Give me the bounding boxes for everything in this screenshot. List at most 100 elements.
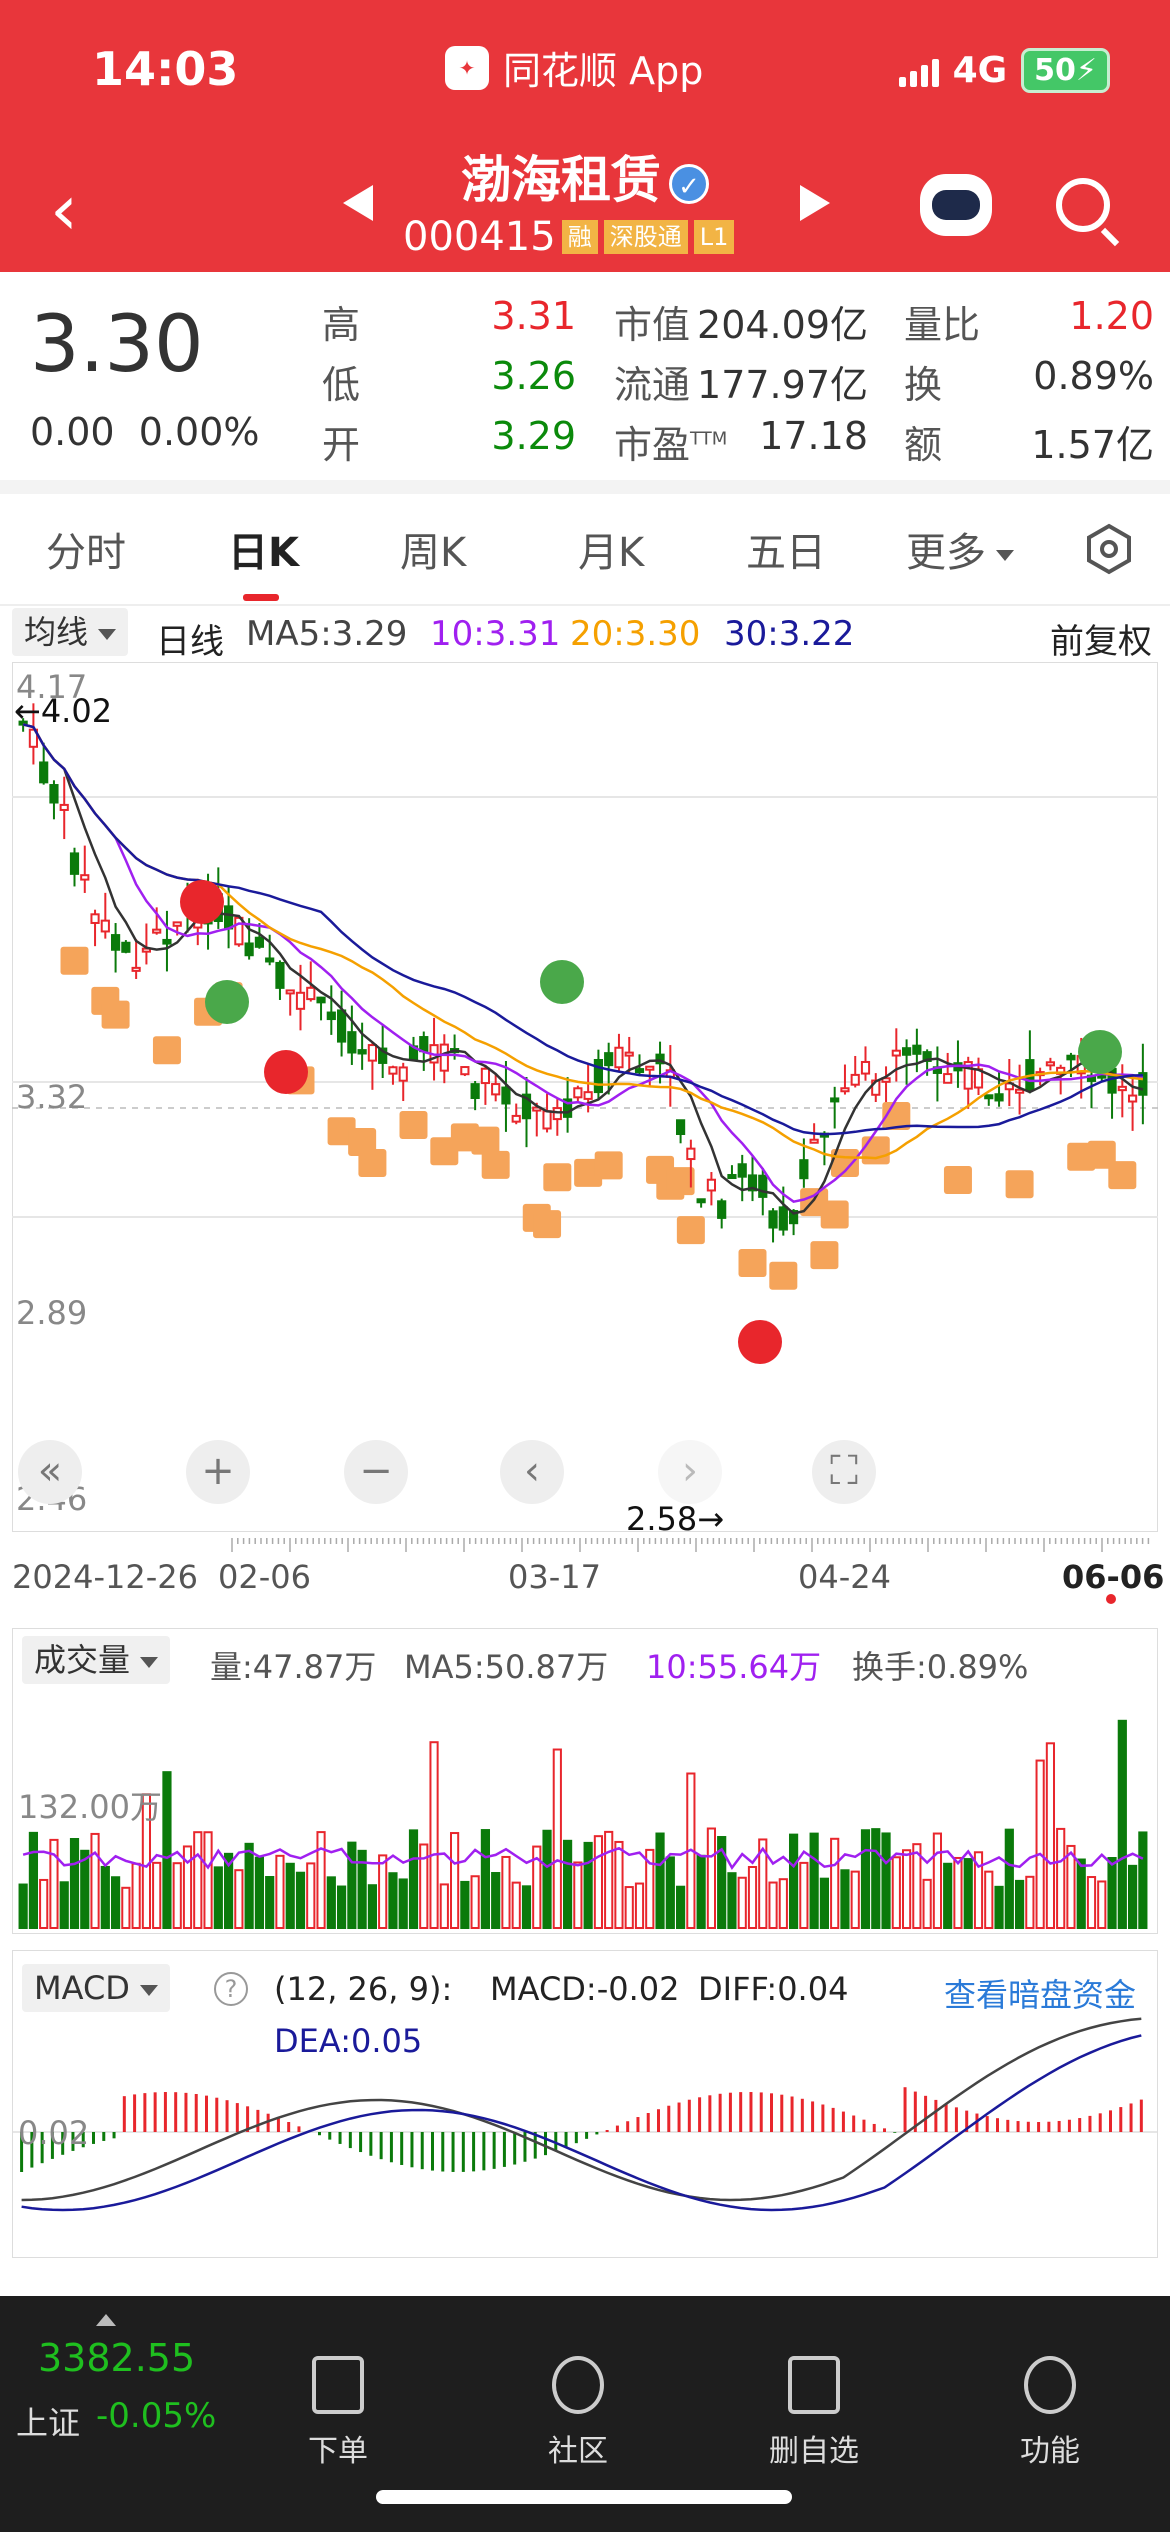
macd-chart-frame — [12, 1950, 1158, 2258]
diff-line — [21, 2017, 1142, 2202]
candle-body — [162, 938, 172, 945]
volume-bar — [850, 1870, 860, 1929]
battery-icon: 50⚡ — [1021, 48, 1110, 93]
scroll-left-icon[interactable]: ‹ — [500, 1440, 564, 1504]
volume-bar — [737, 1876, 747, 1929]
expand-up-icon[interactable] — [96, 2314, 116, 2326]
candle-body — [943, 1073, 953, 1084]
adjust-mode[interactable]: 前复权 — [1050, 622, 1152, 662]
assistant-robot-icon[interactable] — [920, 174, 992, 236]
volume-bar — [1107, 1857, 1117, 1930]
volume-bar — [110, 1876, 121, 1930]
float-label: 流通 — [614, 363, 691, 407]
status-indicators: 4G 50⚡ — [898, 48, 1110, 93]
ma30-value: 30:3.22 — [724, 614, 855, 654]
candle-body — [860, 1060, 871, 1075]
volume-chart[interactable] — [12, 1628, 1158, 1934]
volume-indicator-label: 成交量 — [34, 1641, 131, 1679]
low-value: 3.26 — [491, 354, 576, 398]
volume-bar — [1066, 1844, 1076, 1929]
settings-hexagon-icon[interactable] — [1083, 523, 1135, 575]
pe-value: 17.18 — [759, 414, 868, 458]
volume-bar — [881, 1832, 891, 1929]
volume-bar — [1076, 1858, 1086, 1929]
zoom-out-icon[interactable]: − — [344, 1440, 408, 1504]
t-signal-tag — [738, 1248, 767, 1277]
kline-chart[interactable] — [12, 662, 1158, 1532]
volume-bar — [182, 1845, 193, 1929]
pe-label: 市盈TTM — [614, 414, 727, 469]
macd-indicator-select[interactable]: MACD — [22, 1964, 170, 2012]
nav-remove-watchlist[interactable]: 删自选 — [744, 2356, 884, 2470]
status-app-name: 同花顺 App — [503, 49, 704, 93]
volume-bar — [840, 1869, 850, 1930]
volume-bar — [28, 1831, 39, 1929]
tab-intraday[interactable]: 分时 — [46, 530, 126, 576]
candle-body — [110, 934, 121, 951]
rewind-icon[interactable]: « — [18, 1440, 82, 1504]
volume-bar — [943, 1862, 953, 1929]
dark-pool-link[interactable]: 查看暗盘资金 — [944, 1976, 1137, 2014]
candle-body — [799, 1159, 809, 1180]
scroll-right-icon[interactable]: › — [658, 1440, 722, 1504]
stock-name: 渤海租赁 — [461, 151, 661, 209]
tag-margin: 融 — [561, 220, 598, 254]
search-icon[interactable] — [1056, 178, 1110, 232]
volume-bar — [788, 1833, 799, 1929]
candle-body — [357, 1049, 367, 1055]
volume-bar — [901, 1849, 912, 1929]
candle-body — [830, 1097, 840, 1103]
fullscreen-icon[interactable]: ⛶ — [812, 1440, 876, 1504]
macd-y-label: 0.02 — [18, 2114, 90, 2152]
max-price-marker: ←4.02 — [14, 692, 113, 730]
volume-turnover: 换手:0.89% — [852, 1648, 1029, 1686]
network-label: 4G — [952, 50, 1008, 91]
kline-indicator-label: 均线 — [24, 613, 89, 651]
candle-body — [1138, 1072, 1148, 1096]
candle-body — [604, 1052, 614, 1067]
candle-body — [90, 913, 100, 924]
help-icon[interactable]: ? — [214, 1972, 248, 2006]
nav-order[interactable]: 下单 — [268, 2356, 408, 2470]
volume-bar — [491, 1872, 501, 1930]
tab-weekly-k[interactable]: 周K — [400, 530, 467, 576]
volume-bar — [675, 1885, 686, 1929]
macd-chart[interactable] — [12, 1950, 1158, 2258]
tab-monthly-k[interactable]: 月K — [578, 530, 645, 576]
volume-bar — [69, 1838, 80, 1930]
next-stock-icon[interactable] — [800, 185, 830, 221]
kline-indicator-select[interactable]: 均线 — [12, 608, 129, 656]
candle-body — [80, 874, 90, 881]
candle-body — [131, 966, 141, 972]
prev-stock-icon[interactable] — [343, 185, 373, 221]
zoom-in-icon[interactable]: + — [186, 1440, 250, 1504]
tab-daily-k[interactable]: 日K — [228, 530, 299, 576]
index-value[interactable]: 3382.55 — [38, 2336, 196, 2380]
tab-more[interactable]: 更多 — [906, 520, 1014, 578]
candle-body — [275, 961, 285, 989]
volume-bar — [891, 1856, 901, 1929]
volume-bar — [604, 1830, 614, 1929]
back-icon[interactable]: ‹ — [50, 169, 78, 251]
candle-body — [285, 989, 295, 995]
candle-body — [768, 1210, 778, 1229]
candle-body — [316, 996, 326, 1004]
volume-bar — [994, 1885, 1004, 1929]
volume-bar — [1117, 1719, 1127, 1929]
volume-bar — [624, 1886, 634, 1930]
volume-indicator-select[interactable]: 成交量 — [22, 1636, 171, 1684]
candle-body — [1127, 1094, 1138, 1103]
nav-community[interactable]: 社区 — [508, 2356, 648, 2470]
candle-body — [491, 1083, 501, 1096]
tab-five-day[interactable]: 五日 — [746, 530, 826, 576]
nav-functions[interactable]: 功能 — [980, 2356, 1120, 2470]
t-signal-tag — [348, 1127, 377, 1156]
tab-more-label: 更多 — [906, 530, 986, 576]
index-name: 上证 — [16, 2404, 81, 2442]
t-signal-tag — [1087, 1140, 1116, 1169]
volume-bar — [819, 1877, 830, 1929]
volume-bar — [1045, 1742, 1056, 1929]
volume-bar — [511, 1881, 521, 1929]
volume-bar — [285, 1862, 295, 1929]
volume-bar — [706, 1827, 717, 1929]
